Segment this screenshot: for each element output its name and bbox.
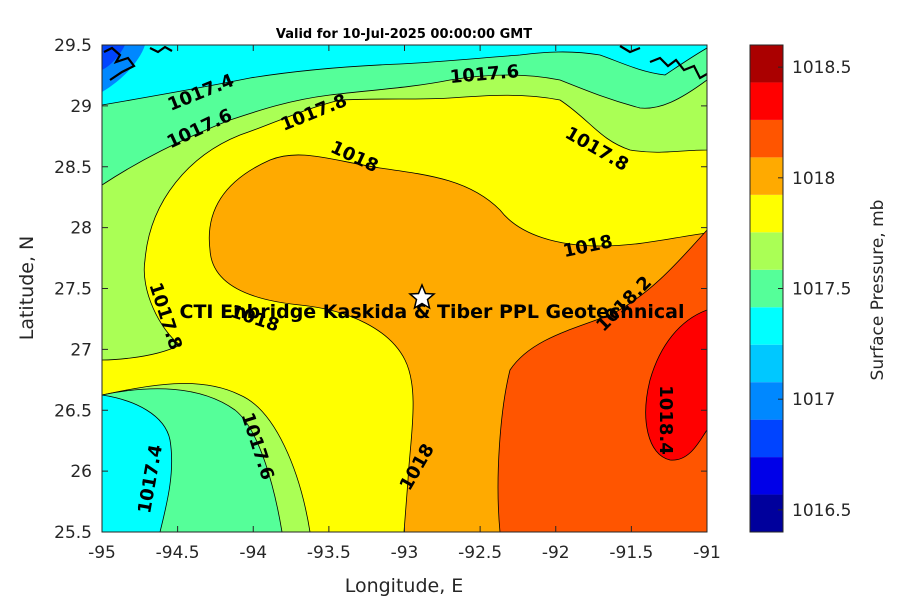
y-tick-label: 25.5 bbox=[54, 523, 92, 543]
colorbar-segment bbox=[750, 232, 783, 270]
y-tick-label: 27.5 bbox=[54, 280, 92, 300]
colorbar-segment bbox=[750, 307, 783, 345]
site-label: CTI Enbridge Kaskida & Tiber PPL Geotech… bbox=[180, 301, 685, 323]
y-tick-label: 29.5 bbox=[54, 36, 92, 56]
colorbar-segment bbox=[750, 269, 783, 308]
y-tick-label: 27 bbox=[70, 340, 92, 360]
colorbar-segment bbox=[750, 494, 783, 532]
y-tick-label: 29 bbox=[70, 97, 92, 117]
colorbar-segment bbox=[750, 82, 783, 120]
colorbar-segment bbox=[750, 382, 783, 420]
y-tick-label: 28.5 bbox=[54, 158, 92, 178]
level-1018-4-fill bbox=[645, 309, 707, 461]
colorbar-segment bbox=[750, 119, 783, 158]
figure-title: Valid for 10-Jul-2025 00:00:00 GMT bbox=[276, 27, 532, 42]
colorbar-tick-label: 1016.5 bbox=[792, 501, 851, 521]
x-tick-label: -92 bbox=[542, 543, 570, 563]
x-axis: -95 -94.5 -94 -93.5 -93 -92.5 -92 -91.5 -91 bbox=[88, 45, 721, 563]
colorbar-tick-label: 1018.5 bbox=[792, 58, 851, 78]
colorbar-tick-label: 1017.5 bbox=[792, 280, 851, 300]
x-tick-label: -92.5 bbox=[458, 543, 502, 563]
x-tick-label: -95 bbox=[88, 543, 116, 563]
x-tick-label: -91 bbox=[693, 543, 721, 563]
pressure-contour-field bbox=[102, 45, 707, 532]
star-icon[interactable] bbox=[408, 283, 436, 310]
level-1017-6-fill bbox=[102, 45, 707, 532]
y-axis: 29.5 29 28.5 28 27.5 27 26.5 26 25.5 bbox=[54, 36, 707, 543]
contour-label: 1018.4 bbox=[655, 385, 676, 454]
colorbar-label: Surface Pressure, mb bbox=[868, 200, 888, 381]
colorbar-segment bbox=[750, 157, 783, 195]
colorbar-tick-label: 1017 bbox=[792, 390, 835, 410]
colorbar-segment bbox=[750, 419, 783, 458]
colorbar: 1018.5 1018 1017.5 1017 1016.5 bbox=[749, 44, 851, 533]
colorbar-segment bbox=[750, 344, 783, 383]
x-axis-label: Longitude, E bbox=[345, 575, 464, 597]
x-tick-label: -93 bbox=[391, 543, 419, 563]
colorbar-tick-label: 1018 bbox=[792, 169, 835, 189]
level-1018-2-fill bbox=[497, 229, 707, 532]
x-tick-label: -91.5 bbox=[609, 543, 653, 563]
y-tick-label: 28 bbox=[70, 219, 92, 239]
x-tick-label: -94.5 bbox=[156, 543, 200, 563]
level-1017-2-fill bbox=[102, 45, 707, 532]
colorbar-segment bbox=[750, 457, 783, 495]
colorbar-segment bbox=[750, 194, 783, 233]
x-tick-label: -93.5 bbox=[307, 543, 351, 563]
y-tick-label: 26 bbox=[70, 462, 92, 482]
colorbar-segment bbox=[750, 45, 783, 83]
x-tick-label: -94 bbox=[239, 543, 267, 563]
y-axis-label: Latitude, N bbox=[16, 236, 38, 341]
y-tick-label: 26.5 bbox=[54, 401, 92, 421]
coastline bbox=[103, 45, 707, 81]
